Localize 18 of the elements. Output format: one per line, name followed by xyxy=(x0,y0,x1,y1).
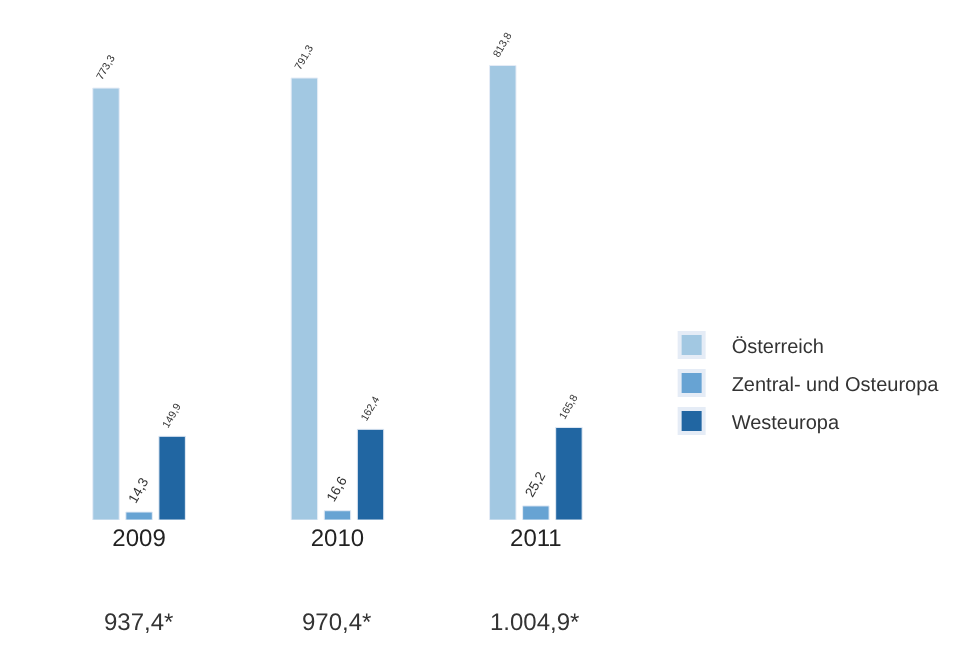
bar xyxy=(489,64,517,520)
bar xyxy=(125,511,153,520)
bar xyxy=(290,77,319,520)
x-tick-label: 2009 xyxy=(112,524,167,552)
text: 937,4* xyxy=(104,608,175,636)
legend-label: Österreich xyxy=(731,334,824,359)
x-tick-label: 2011 xyxy=(510,524,563,552)
bar xyxy=(555,426,583,520)
bar xyxy=(522,505,550,520)
legend-label: Westeuropa xyxy=(731,412,840,435)
x-tick-label: 2010 xyxy=(310,524,365,552)
bar xyxy=(92,87,120,520)
text: 970,4* xyxy=(302,608,373,636)
bar xyxy=(158,435,186,520)
text: 1.004,9* xyxy=(490,608,581,636)
bar xyxy=(356,428,385,520)
legend-label: Zentral- und Osteuropa xyxy=(731,374,940,397)
bar xyxy=(323,510,352,520)
